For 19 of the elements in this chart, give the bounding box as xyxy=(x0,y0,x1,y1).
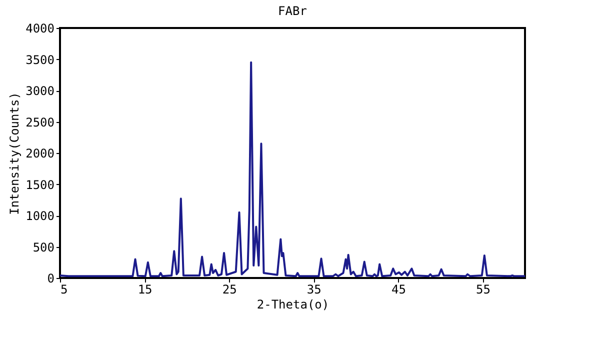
y-tick-label: 3000 xyxy=(26,84,54,98)
y-tick-label: 2500 xyxy=(26,115,54,130)
x-tick-label: 35 xyxy=(306,282,322,296)
y-axis-title: Intensity(Counts) xyxy=(8,92,22,215)
x-tick-label: 45 xyxy=(391,282,406,296)
line-series xyxy=(59,61,526,278)
y-tick-label: 4000 xyxy=(26,22,54,36)
chart-title: FABr xyxy=(278,4,307,18)
x-tick-label: 55 xyxy=(476,282,490,296)
x-tick-label: 5 xyxy=(60,282,68,296)
x-tick-label: 15 xyxy=(138,282,152,296)
y-tick-label: 3500 xyxy=(26,52,54,67)
y-tick-label: 1500 xyxy=(26,178,54,192)
y-tick-label: 2000 xyxy=(26,146,54,160)
x-axis-title: 2-Theta(o) xyxy=(256,298,330,312)
y-tick-label: 1000 xyxy=(26,209,54,223)
x-tick-label: 25 xyxy=(222,282,237,296)
y-tick-label: 0 xyxy=(47,272,54,286)
y-tick-label: 500 xyxy=(32,240,54,254)
